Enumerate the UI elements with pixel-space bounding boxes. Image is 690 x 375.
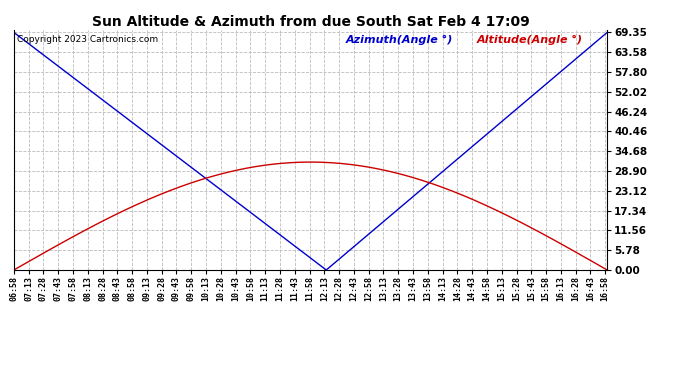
Text: Azimuth(Angle °): Azimuth(Angle °)	[346, 35, 453, 45]
Text: Altitude(Angle °): Altitude(Angle °)	[477, 35, 583, 45]
Title: Sun Altitude & Azimuth from due South Sat Feb 4 17:09: Sun Altitude & Azimuth from due South Sa…	[92, 15, 529, 29]
Text: Copyright 2023 Cartronics.com: Copyright 2023 Cartronics.com	[17, 35, 158, 44]
